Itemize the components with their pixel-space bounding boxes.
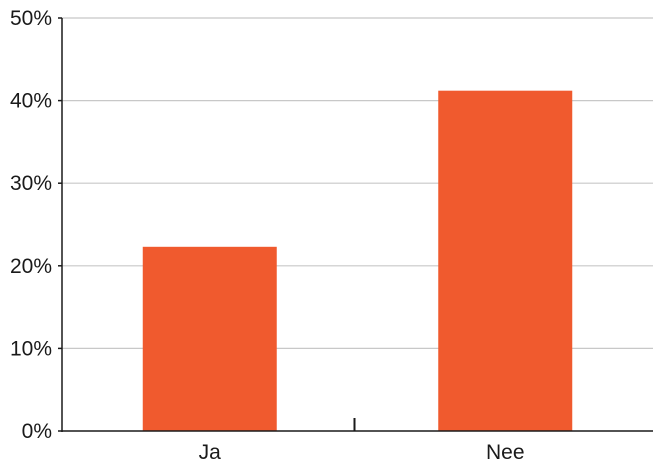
y-tick-label: 50%: [10, 7, 52, 30]
y-tick-label: 20%: [10, 255, 52, 278]
y-tick-label: 0%: [22, 420, 52, 443]
y-tick-label: 10%: [10, 337, 52, 360]
bar-nee: [438, 91, 572, 431]
bars: [143, 91, 573, 431]
y-tick-label: 40%: [10, 90, 52, 113]
y-tick-label: 30%: [10, 172, 52, 195]
x-tick-label: Ja: [199, 441, 222, 464]
x-tick-label: Nee: [486, 441, 525, 464]
bar-ja: [143, 247, 277, 431]
